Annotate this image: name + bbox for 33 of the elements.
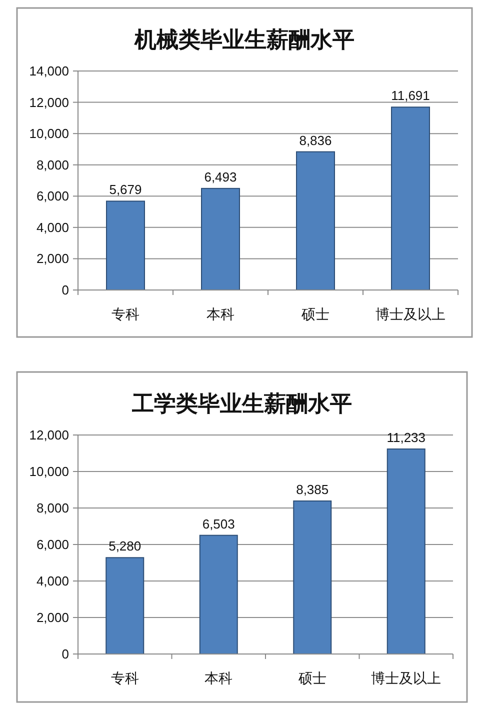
y-tick-label: 6,000 <box>36 188 69 204</box>
y-tick-label: 14,000 <box>29 64 69 78</box>
x-tick-label: 本科 <box>206 306 234 322</box>
x-tick-label: 硕士 <box>300 306 330 322</box>
y-tick-label: 12,000 <box>29 428 69 442</box>
data-label: 8,385 <box>296 482 329 497</box>
x-tick-label: 博士及以上 <box>376 306 446 322</box>
y-tick-label: 8,000 <box>36 157 69 172</box>
chart-title: 工学类毕业生薪酬水平 <box>131 391 352 416</box>
data-label: 5,280 <box>108 538 142 554</box>
x-tick-label: 专科 <box>112 306 140 322</box>
data-label: 6,503 <box>202 516 235 532</box>
data-label: 11,691 <box>391 88 430 104</box>
y-tick-label: 10,000 <box>29 464 69 479</box>
x-tick-label: 硕士 <box>297 670 326 686</box>
chart-title: 机械类毕业生薪酬水平 <box>134 27 354 52</box>
y-tick-label: 4,000 <box>36 574 69 588</box>
y-tick-label: 4,000 <box>36 220 69 235</box>
y-tick-label: 0 <box>62 282 69 298</box>
y-tick-label: 2,000 <box>36 610 69 625</box>
y-tick-label: 10,000 <box>29 126 69 142</box>
y-tick-label: 12,000 <box>29 94 69 110</box>
x-tick-label: 专科 <box>110 670 139 686</box>
data-label: 11,233 <box>386 430 426 445</box>
y-tick-label: 6,000 <box>36 537 69 552</box>
x-tick-label: 博士及以上 <box>371 670 442 686</box>
y-tick-label: 2,000 <box>36 251 69 266</box>
y-tick-label: 8,000 <box>36 500 69 516</box>
data-label: 6,493 <box>204 169 237 184</box>
data-label: 8,836 <box>299 132 332 148</box>
x-tick-label: 本科 <box>204 670 233 686</box>
data-label: 5,679 <box>109 182 142 198</box>
y-tick-label: 0 <box>62 646 69 662</box>
